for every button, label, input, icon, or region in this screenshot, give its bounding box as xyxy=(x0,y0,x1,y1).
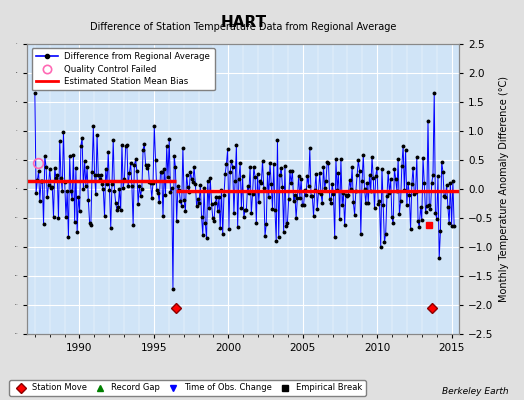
Title: HART: HART xyxy=(220,15,266,30)
Y-axis label: Monthly Temperature Anomaly Difference (°C): Monthly Temperature Anomaly Difference (… xyxy=(499,76,509,302)
Legend: Difference from Regional Average, Quality Control Failed, Estimated Station Mean: Difference from Regional Average, Qualit… xyxy=(32,48,215,90)
Text: Berkeley Earth: Berkeley Earth xyxy=(442,387,508,396)
Legend: Station Move, Record Gap, Time of Obs. Change, Empirical Break: Station Move, Record Gap, Time of Obs. C… xyxy=(9,380,366,396)
Text: Difference of Station Temperature Data from Regional Average: Difference of Station Temperature Data f… xyxy=(90,22,397,32)
